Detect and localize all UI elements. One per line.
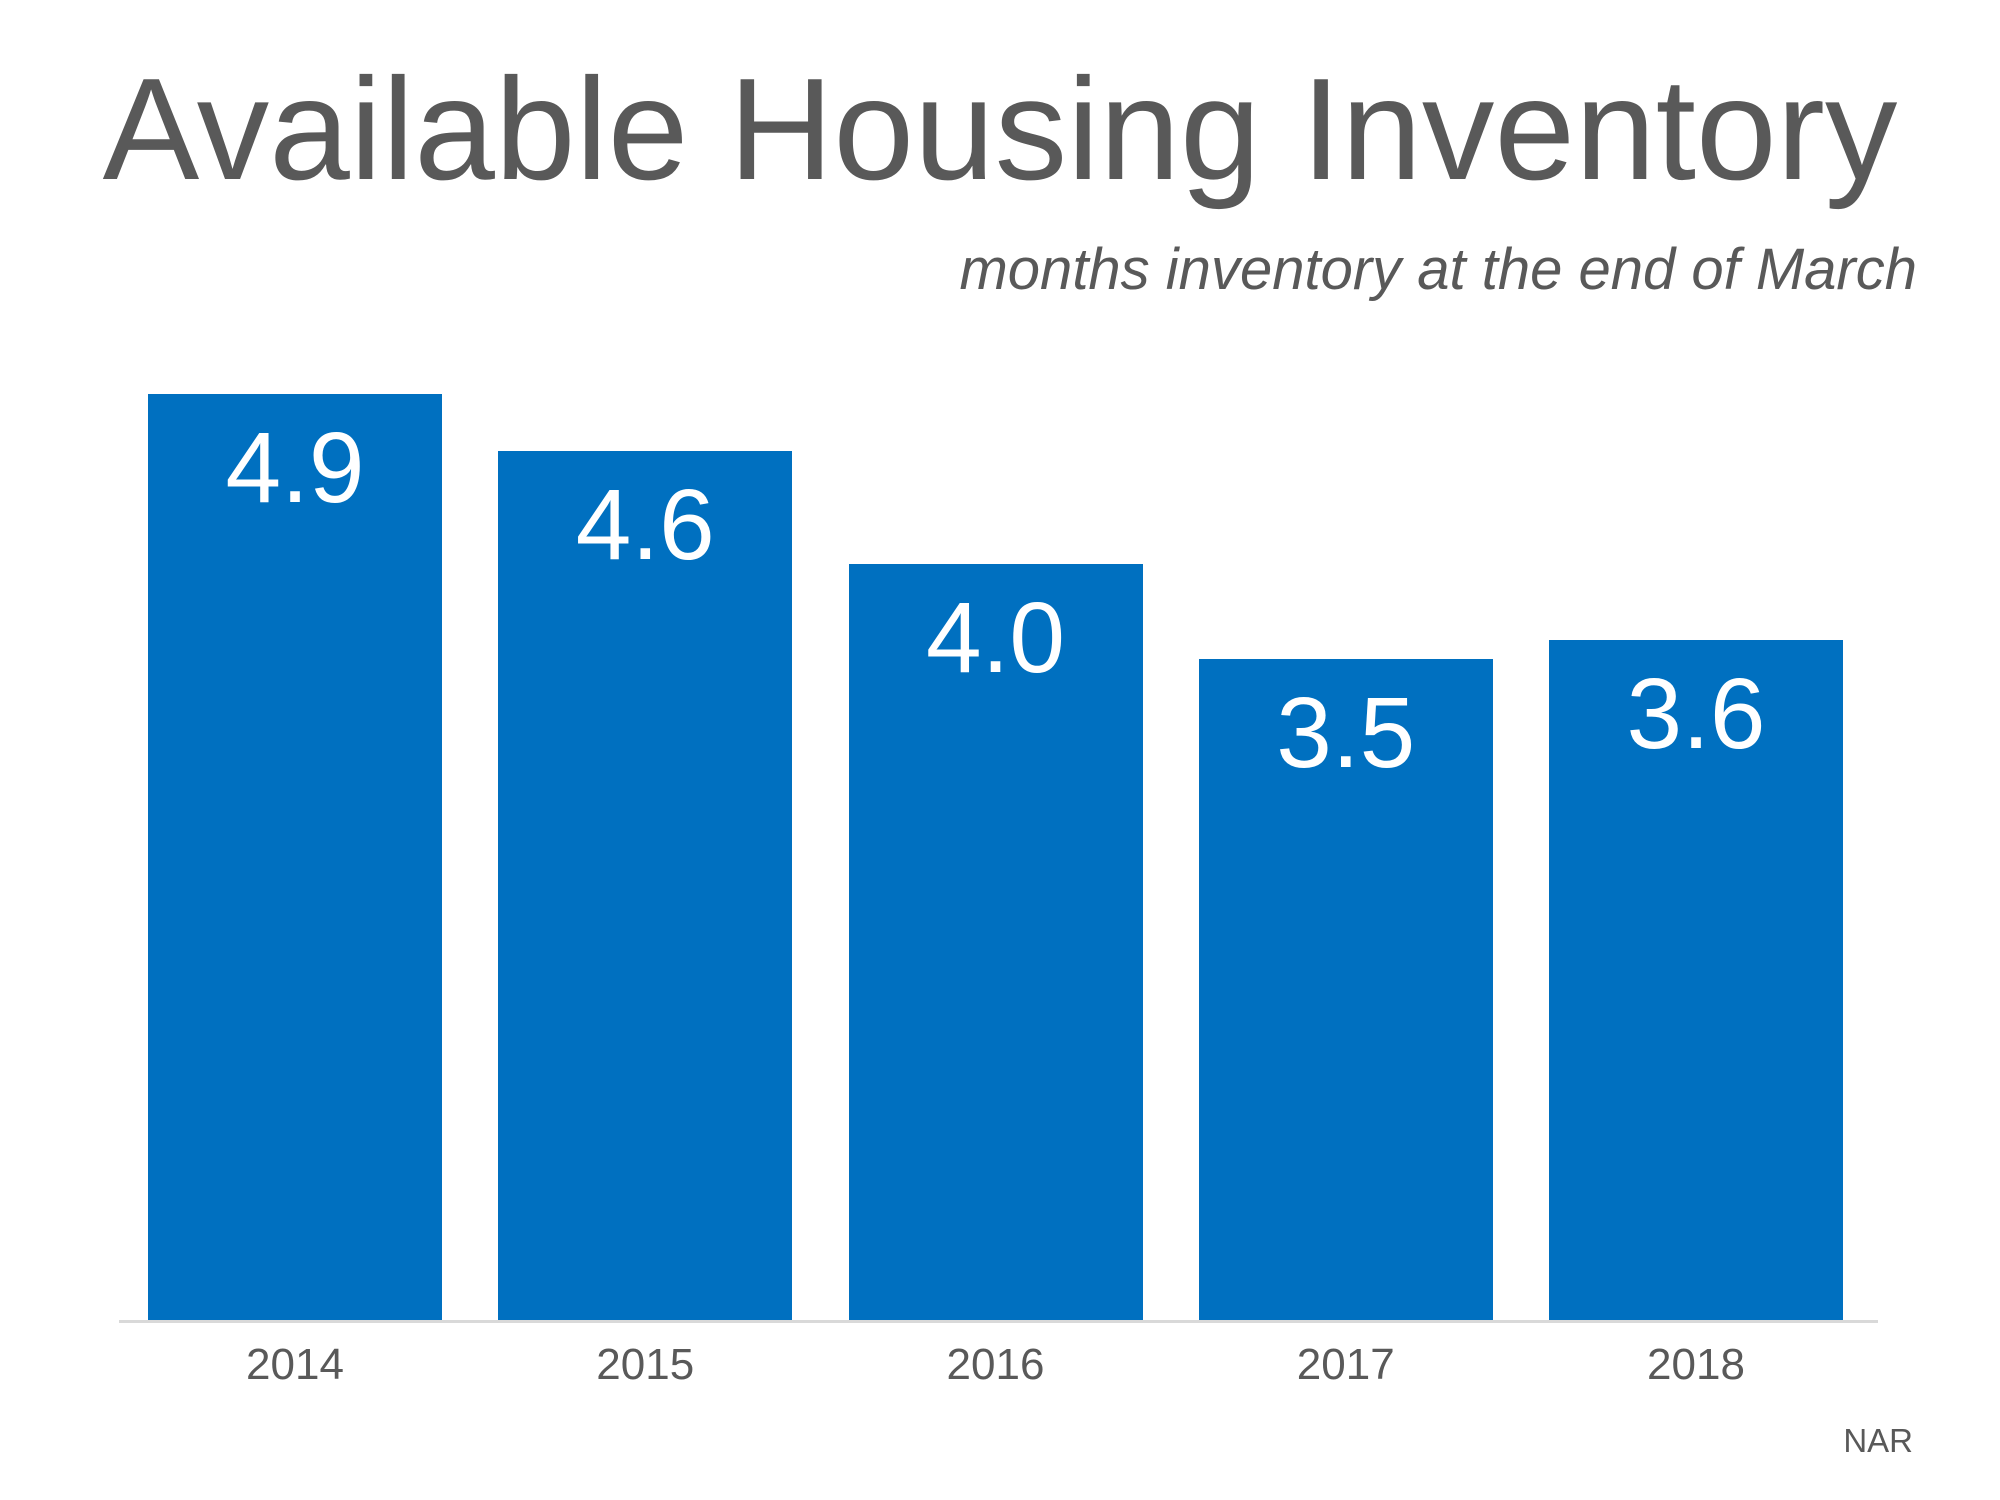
x-axis-label: 2015 bbox=[596, 1340, 695, 1389]
chart-subtitle: months inventory at the end of March bbox=[959, 237, 1917, 302]
x-axis-label: 2018 bbox=[1647, 1340, 1745, 1389]
bar-value-label: 4.9 bbox=[225, 412, 365, 524]
x-axis-label: 2017 bbox=[1296, 1340, 1395, 1389]
x-axis-labels: 2014 2015 2016 2017 2018 bbox=[148, 1343, 1843, 1387]
x-axis-label: 2014 bbox=[246, 1340, 344, 1389]
plot-area: 4.9 4.6 4.0 3.5 3.6 2014 2015 2016 2017 2018 bbox=[119, 300, 1878, 1387]
bar-value-label: 3.6 bbox=[1626, 658, 1766, 770]
bar-2016: 4.0 bbox=[848, 564, 1143, 1320]
x-axis-line bbox=[119, 1320, 1878, 1323]
bar-2015: 4.6 bbox=[498, 451, 793, 1320]
bar-2018: 3.6 bbox=[1549, 640, 1843, 1320]
chart-title: Available Housing Inventory bbox=[102, 48, 1898, 210]
bar-value-label: 4.0 bbox=[925, 582, 1065, 694]
x-axis-label: 2016 bbox=[946, 1340, 1045, 1389]
bar-value-label: 3.5 bbox=[1276, 677, 1416, 789]
bar-2017: 3.5 bbox=[1198, 659, 1493, 1320]
bar-value-label: 4.6 bbox=[575, 469, 715, 581]
source-label: NAR bbox=[1843, 1422, 1913, 1459]
bar-2014: 4.9 bbox=[148, 394, 442, 1320]
bars-container: 4.9 4.6 4.0 3.5 3.6 bbox=[148, 300, 1843, 1320]
